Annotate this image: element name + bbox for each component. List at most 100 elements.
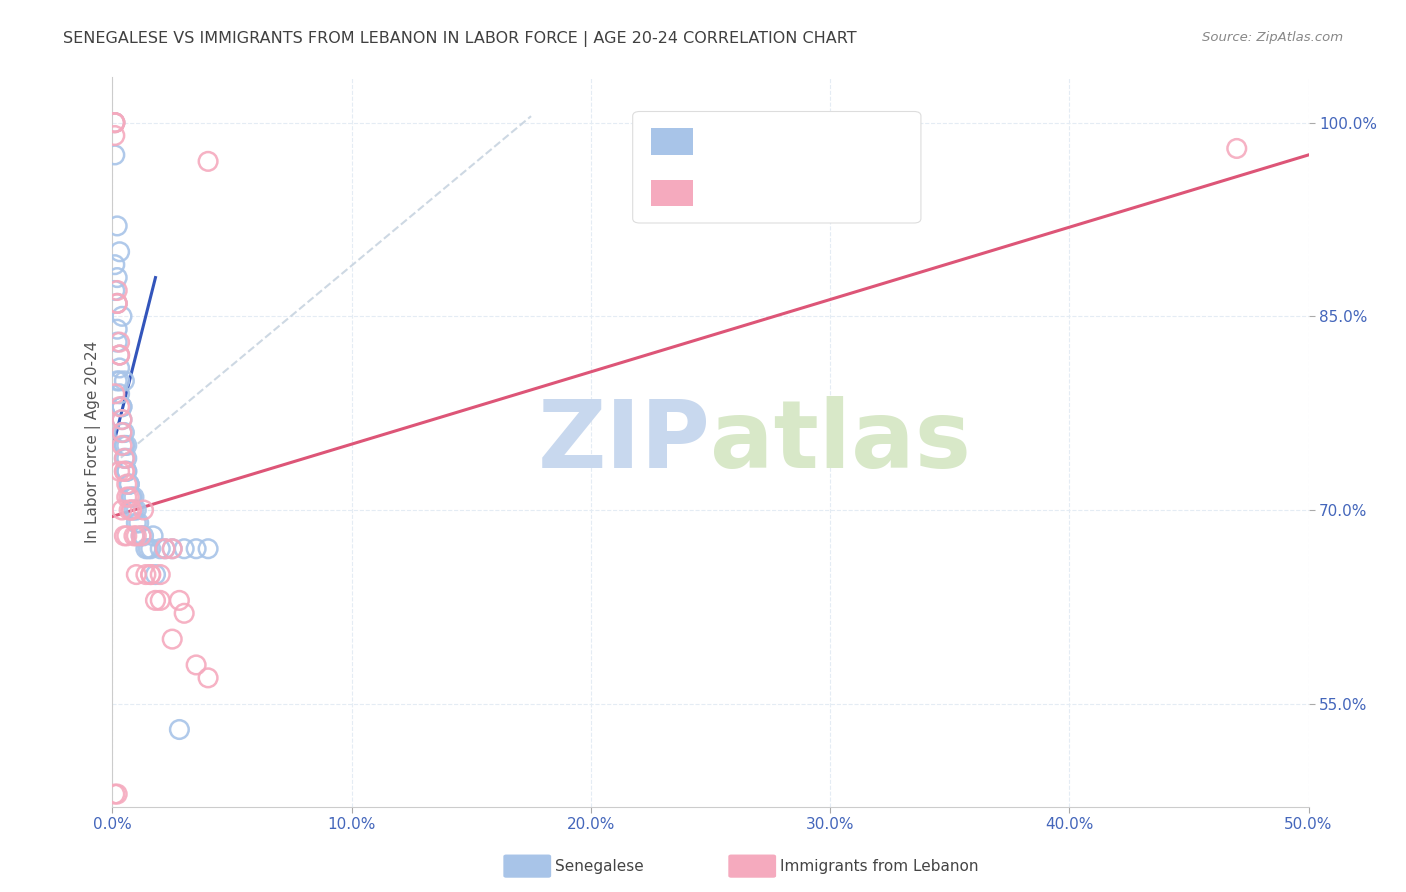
- Point: [104, 115, 127, 129]
- Point: [111, 412, 134, 426]
- Point: [1226, 141, 1249, 155]
- Point: [115, 464, 138, 478]
- Point: [145, 593, 167, 607]
- Text: Immigrants from Lebanon: Immigrants from Lebanon: [780, 859, 979, 873]
- Point: [105, 296, 128, 310]
- Point: [104, 787, 127, 801]
- Point: [108, 464, 131, 478]
- Point: [105, 219, 128, 233]
- Point: [112, 425, 135, 440]
- Point: [105, 335, 128, 350]
- Point: [104, 115, 127, 129]
- Point: [112, 438, 135, 452]
- Point: [112, 451, 135, 466]
- Point: [139, 567, 162, 582]
- Point: [118, 477, 141, 491]
- Point: [149, 567, 172, 582]
- Point: [104, 386, 127, 401]
- Point: [197, 154, 219, 169]
- Point: [104, 284, 127, 298]
- Point: [135, 541, 157, 556]
- Point: [135, 567, 157, 582]
- Point: [153, 541, 176, 556]
- Point: [108, 335, 131, 350]
- Point: [108, 386, 131, 401]
- Point: [105, 787, 128, 801]
- Point: [108, 348, 131, 362]
- Text: Source: ZipAtlas.com: Source: ZipAtlas.com: [1202, 31, 1343, 45]
- Point: [125, 503, 148, 517]
- Point: [105, 374, 128, 388]
- Point: [108, 400, 131, 414]
- Point: [132, 529, 155, 543]
- Point: [125, 529, 148, 543]
- Point: [145, 567, 167, 582]
- Point: [104, 258, 127, 272]
- Point: [104, 148, 127, 162]
- Point: [118, 477, 141, 491]
- Point: [139, 541, 162, 556]
- Point: [115, 477, 138, 491]
- Point: [132, 503, 155, 517]
- Point: [197, 541, 219, 556]
- Point: [115, 529, 138, 543]
- Point: [197, 671, 219, 685]
- Point: [105, 296, 128, 310]
- Point: [125, 567, 148, 582]
- Point: [115, 490, 138, 504]
- Point: [160, 541, 183, 556]
- Point: [105, 284, 128, 298]
- Point: [122, 503, 145, 517]
- Point: [112, 464, 135, 478]
- Point: [160, 541, 183, 556]
- Point: [108, 244, 131, 259]
- Point: [121, 490, 143, 504]
- Point: [104, 115, 127, 129]
- Point: [108, 348, 131, 362]
- Point: [111, 400, 134, 414]
- Text: SENEGALESE VS IMMIGRANTS FROM LEBANON IN LABOR FORCE | AGE 20-24 CORRELATION CHA: SENEGALESE VS IMMIGRANTS FROM LEBANON IN…: [63, 31, 856, 47]
- Point: [115, 464, 138, 478]
- Point: [122, 490, 145, 504]
- Point: [149, 541, 172, 556]
- Point: [136, 541, 159, 556]
- Point: [108, 361, 131, 376]
- Text: Senegalese: Senegalese: [555, 859, 644, 873]
- Point: [111, 425, 134, 440]
- Point: [121, 490, 143, 504]
- Point: [149, 593, 172, 607]
- Point: [129, 529, 152, 543]
- Point: [121, 503, 143, 517]
- Point: [160, 632, 183, 647]
- Point: [186, 657, 208, 672]
- Text: atlas: atlas: [710, 396, 972, 488]
- Text: ZIP: ZIP: [537, 396, 710, 488]
- Point: [139, 567, 162, 582]
- Point: [111, 438, 134, 452]
- Text: R = 0.205   N = 53: R = 0.205 N = 53: [702, 145, 872, 162]
- Point: [104, 115, 127, 129]
- Point: [112, 464, 135, 478]
- Point: [118, 503, 141, 517]
- Point: [186, 541, 208, 556]
- Point: [173, 607, 195, 621]
- Point: [169, 593, 191, 607]
- Point: [173, 541, 195, 556]
- Point: [128, 516, 150, 530]
- Point: [125, 516, 148, 530]
- Point: [122, 529, 145, 543]
- Point: [129, 529, 152, 543]
- Point: [112, 438, 135, 452]
- Point: [111, 310, 134, 324]
- Point: [104, 128, 127, 143]
- Point: [105, 296, 128, 310]
- Point: [112, 374, 135, 388]
- Point: [105, 270, 128, 285]
- Point: [115, 438, 138, 452]
- Point: [121, 503, 143, 517]
- Point: [105, 322, 128, 336]
- Point: [169, 723, 191, 737]
- Point: [118, 477, 141, 491]
- Point: [153, 541, 176, 556]
- Point: [111, 400, 134, 414]
